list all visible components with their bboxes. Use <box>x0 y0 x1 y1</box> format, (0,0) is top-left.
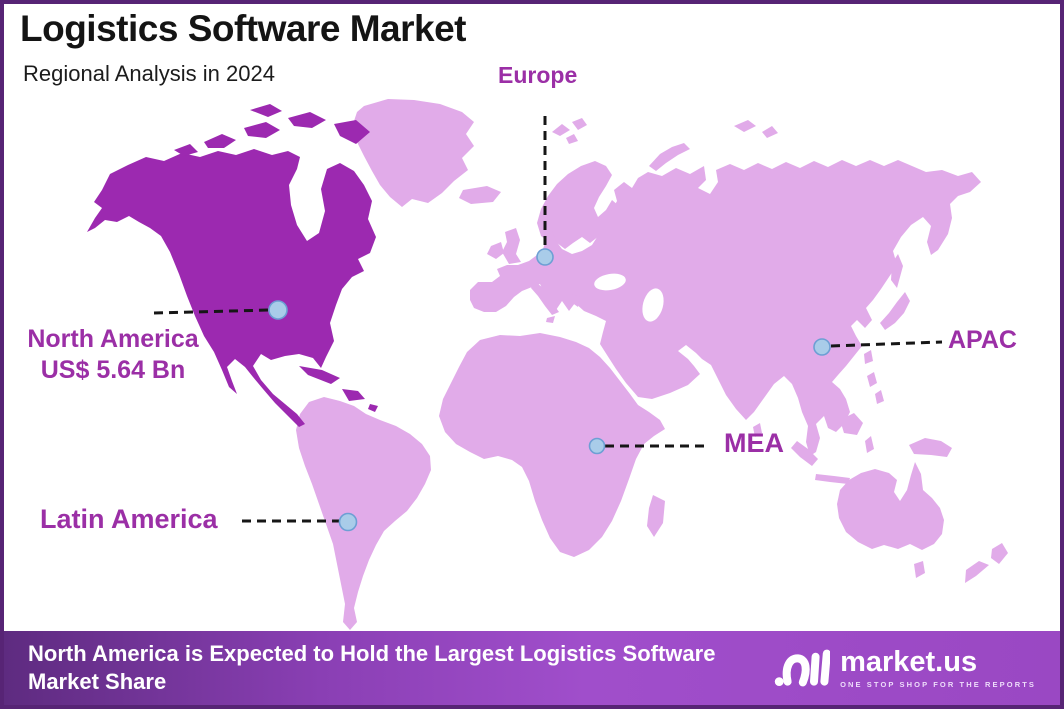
label-apac: APAC <box>948 326 1017 354</box>
label-latin-america: Latin America <box>40 504 218 534</box>
marker-latin-america <box>338 512 358 532</box>
land-uk <box>502 228 521 264</box>
region-north-america <box>87 104 378 427</box>
brand-text: market.us ONE STOP SHOP FOR THE REPORTS <box>840 645 1036 689</box>
footer-bar: North America is Expected to Hold the La… <box>4 631 1060 705</box>
land-madagascar <box>647 495 665 537</box>
land-sakhalin <box>891 254 903 288</box>
label-north-america-value: US$ 5.64 Bn <box>40 356 186 385</box>
land-greenland <box>353 99 474 207</box>
land-sumatra <box>791 441 818 466</box>
land-philippines <box>867 372 877 387</box>
label-mea: MEA <box>724 428 784 458</box>
land-novaya-zemlya <box>649 143 690 171</box>
land-italy <box>531 281 559 315</box>
land-tasmania <box>914 561 925 578</box>
region-other <box>296 99 1008 630</box>
black-sea <box>594 273 626 291</box>
market-us-logo: market.us ONE STOP SHOP FOR THE REPORTS <box>774 644 1036 692</box>
land-north-america <box>87 149 376 427</box>
label-north-america: North America US$ 5.64 Bn <box>10 324 216 387</box>
page-subtitle: Regional Analysis in 2024 <box>23 61 275 86</box>
footer-caption: North America is Expected to Hold the La… <box>28 640 716 694</box>
land-ireland <box>487 242 504 259</box>
land-japan <box>880 292 910 330</box>
land-scandinavia <box>537 161 619 249</box>
land-iceland <box>459 186 501 204</box>
land-south-america <box>296 397 431 630</box>
land-borneo <box>840 413 863 435</box>
land-cuba <box>299 366 340 384</box>
label-europe: Europe <box>498 62 578 88</box>
marker-apac <box>813 338 831 356</box>
caspian-sea <box>642 288 664 322</box>
land-sri-lanka <box>753 423 762 437</box>
market-us-logo-icon <box>774 649 831 687</box>
connector-apac <box>830 340 943 348</box>
brand-name: market.us <box>840 645 978 678</box>
land-taiwan <box>864 350 873 364</box>
world-map <box>87 99 1008 630</box>
land-eurasia <box>470 160 981 456</box>
land-australia <box>837 462 944 550</box>
land-new-zealand <box>991 543 1008 564</box>
land-new-guinea <box>909 438 952 457</box>
land-java <box>815 474 850 484</box>
page-title: Logistics Software Market <box>20 8 467 49</box>
marker-north-america <box>268 300 288 320</box>
land-africa <box>439 333 665 557</box>
marker-mea <box>588 437 606 455</box>
marker-europe <box>536 248 554 266</box>
label-north-america-name: North America <box>27 325 199 353</box>
connector-north-america <box>153 308 271 315</box>
brand-tagline: ONE STOP SHOP FOR THE REPORTS <box>840 679 1036 689</box>
